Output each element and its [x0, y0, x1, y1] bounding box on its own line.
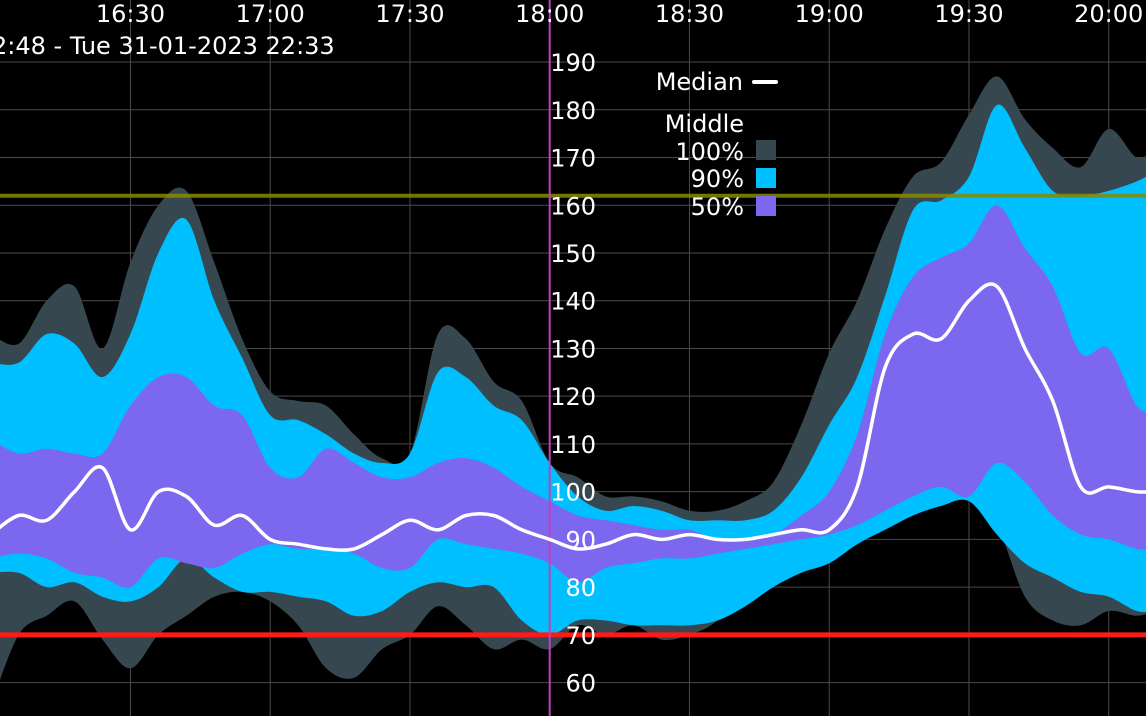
x-tick-label: 17:30 [375, 0, 444, 28]
legend-group-label: Middle [665, 110, 744, 138]
y-tick-label: 120 [550, 383, 596, 411]
median-line [0, 282, 1146, 552]
legend-entry-50-label: 50% [691, 193, 744, 221]
y-tick-label: 150 [550, 240, 596, 268]
y-tick-label: 100 [550, 479, 596, 507]
x-tick-label: 18:00 [515, 0, 584, 28]
y-tick-label: 110 [550, 431, 596, 459]
y-tick-label: 60 [565, 670, 596, 698]
chart-subtitle: 2:48 - Tue 31-01-2023 22:33 [0, 32, 335, 60]
y-tick-label: 140 [550, 288, 596, 316]
x-tick-label: 20:00 [1074, 0, 1143, 28]
y-tick-label: 130 [550, 335, 596, 363]
x-tick-labels: 16:30 17:00 17:30 18:00 18:30 19:00 19:30 20:00 [96, 0, 1143, 28]
median-line-group [0, 282, 1146, 552]
y-tick-labels: 60 70 80 90 100 110 120 130 140 150 160 170 180 190 [550, 49, 596, 698]
percentile-bands [0, 76, 1146, 681]
y-tick-label: 190 [550, 49, 596, 77]
y-tick-label: 80 [565, 574, 596, 602]
x-tick-label: 19:00 [795, 0, 864, 28]
y-tick-label: 90 [565, 526, 596, 554]
band-50-percent [0, 205, 1146, 588]
x-tick-label: 18:30 [655, 0, 724, 28]
x-tick-label: 16:30 [96, 0, 165, 28]
x-tick-label: 19:30 [934, 0, 1003, 28]
y-tick-label: 170 [550, 145, 596, 173]
legend-entry-90-label: 90% [691, 165, 744, 193]
legend-entry-100-swatch [756, 140, 776, 160]
legend: Median Middle 100% 90% 50% [656, 68, 778, 221]
legend-entry-100-label: 100% [675, 138, 744, 166]
y-tick-label: 160 [550, 192, 596, 220]
legend-entry-90-swatch [756, 168, 776, 188]
y-tick-label: 70 [565, 622, 596, 650]
x-tick-label: 17:00 [236, 0, 305, 28]
y-tick-label: 180 [550, 97, 596, 125]
legend-median-label: Median [656, 68, 743, 96]
legend-entry-50-swatch [756, 196, 776, 216]
